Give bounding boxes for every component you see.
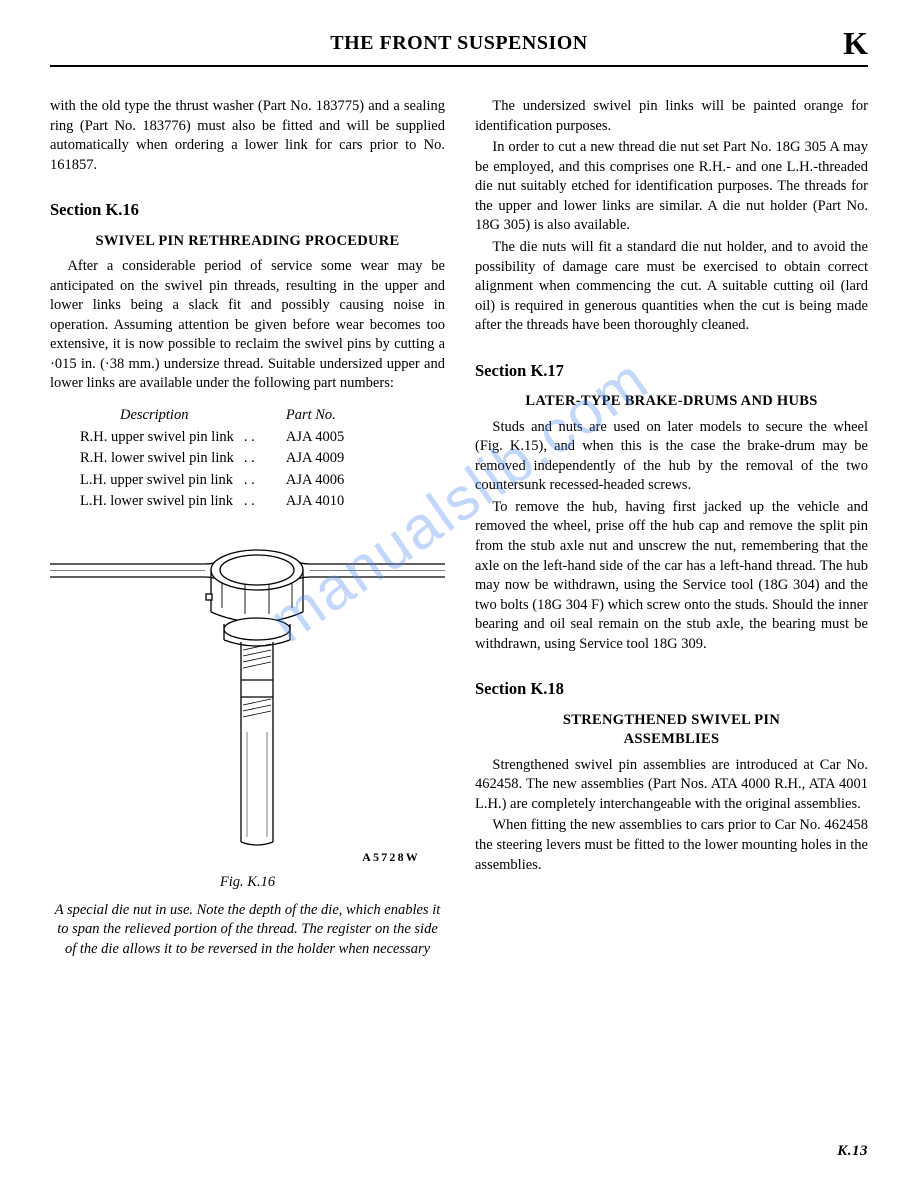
col2-paragraph: The undersized swivel pin links will be … (475, 97, 868, 136)
section-k17-subtitle: LATER-TYPE BRAKE-DRUMS AND HUBS (475, 392, 868, 412)
table-partno: AJA 4005 (286, 428, 352, 448)
page-number: K.13 (50, 1141, 868, 1161)
col2-paragraph: In order to cut a new thread die nut set… (475, 138, 868, 236)
table-row: R.H. lower swivel pin link (80, 449, 242, 469)
k16-paragraph-1: After a considerable period of service s… (50, 257, 445, 394)
figure-code: A5728W (50, 849, 445, 865)
table-row: R.H. upper swivel pin link (80, 428, 242, 448)
die-nut-illustration (50, 522, 445, 877)
table-header-desc: Description (80, 406, 242, 426)
table-partno: AJA 4010 (286, 492, 352, 512)
table-row: L.H. upper swivel pin link (80, 471, 242, 491)
k17-paragraph: To remove the hub, having first jacked u… (475, 498, 868, 655)
section-k18-title: Section K.18 (475, 678, 868, 700)
chapter-letter: K (843, 22, 868, 65)
figure-k16: A5728W Fig. K.16 A special die nut in us… (50, 522, 445, 959)
intro-paragraph: with the old type the thrust washer (Par… (50, 97, 445, 175)
table-partno: AJA 4006 (286, 471, 352, 491)
k17-paragraph: Studs and nuts are used on later models … (475, 418, 868, 496)
right-column: The undersized swivel pin links will be … (475, 97, 868, 971)
table-dots: . . (244, 428, 284, 448)
figure-label: Fig. K.16 (50, 873, 445, 893)
content-columns: with the old type the thrust washer (Par… (50, 97, 868, 971)
section-k16-title: Section K.16 (50, 199, 445, 221)
page-header-bar: THE FRONT SUSPENSION K (50, 30, 868, 67)
k18-paragraph: When fitting the new assemblies to cars … (475, 816, 868, 875)
left-column: with the old type the thrust washer (Par… (50, 97, 445, 971)
table-dots: . . (244, 471, 284, 491)
table-header-partno: Part No. (286, 406, 352, 426)
section-k17-title: Section K.17 (475, 360, 868, 382)
figure-caption: A special die nut in use. Note the depth… (50, 901, 445, 960)
k18-paragraph: Strengthened swivel pin assemblies are i… (475, 756, 868, 815)
table-dots: . . (244, 449, 284, 469)
table-dots: . . (244, 492, 284, 512)
parts-table: Description Part No. R.H. upper swivel p… (78, 404, 354, 514)
table-row: L.H. lower swivel pin link (80, 492, 242, 512)
col2-paragraph: The die nuts will fit a standard die nut… (475, 238, 868, 336)
section-k18-subtitle-1: STRENGTHENED SWIVEL PIN (475, 711, 868, 731)
section-k18-subtitle-2: ASSEMBLIES (475, 730, 868, 750)
page-title: THE FRONT SUSPENSION (330, 30, 587, 57)
section-k16-subtitle: SWIVEL PIN RETHREADING PROCEDURE (50, 232, 445, 252)
table-partno: AJA 4009 (286, 449, 352, 469)
